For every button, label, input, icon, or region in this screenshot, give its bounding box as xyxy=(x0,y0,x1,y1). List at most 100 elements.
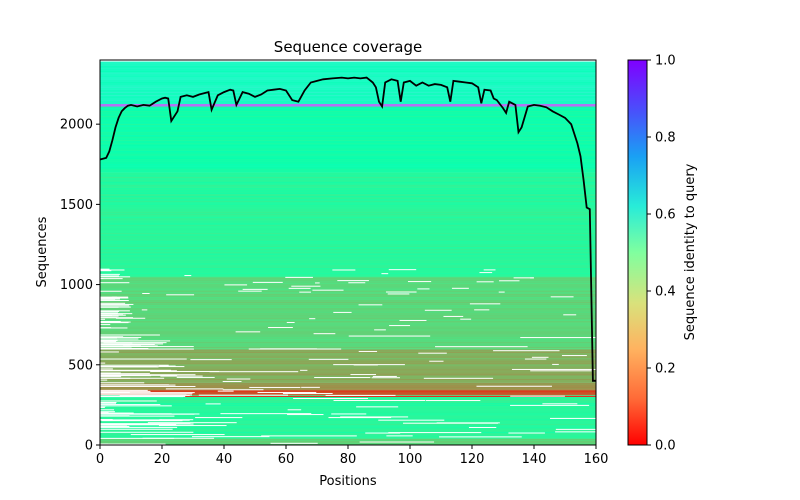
gap-segment xyxy=(348,335,431,337)
gap-segment xyxy=(100,364,169,366)
gap-segment xyxy=(235,331,261,333)
sequence-stripe xyxy=(100,278,596,279)
gap-segment xyxy=(561,355,587,357)
sequence-stripe xyxy=(100,364,596,366)
gap-segment xyxy=(261,435,357,437)
gap-segment xyxy=(100,426,178,428)
x-tick-label: 0 xyxy=(96,452,104,467)
sequence-stripe xyxy=(100,74,596,76)
gap-segment xyxy=(100,305,130,307)
sequence-stripe xyxy=(100,337,596,339)
gap-segment xyxy=(498,291,505,293)
sequence-stripe xyxy=(100,403,596,405)
gap-segment xyxy=(418,352,447,354)
sequence-stripe xyxy=(100,260,596,262)
sequence-stripe xyxy=(100,411,596,413)
gap-segment xyxy=(100,437,175,439)
sequence-stripe xyxy=(100,268,596,270)
gap-segment xyxy=(100,268,110,270)
gap-segment xyxy=(100,340,171,342)
sequence-stripe xyxy=(100,223,596,225)
sequence-stripe xyxy=(100,229,596,231)
sequence-stripe xyxy=(100,318,596,319)
gap-segment xyxy=(100,404,161,406)
gap-segment xyxy=(100,370,177,372)
sequence-stripe xyxy=(100,215,596,217)
gap-segment xyxy=(100,382,145,384)
sequence-stripe xyxy=(100,363,596,364)
gap-segment xyxy=(385,291,417,293)
sequence-stripe xyxy=(100,355,596,356)
gap-segment xyxy=(150,370,220,372)
sequence-stripe xyxy=(100,305,596,307)
gap-segment xyxy=(555,428,596,430)
gap-segment xyxy=(100,306,131,308)
gap-segment xyxy=(331,413,367,415)
gap-segment xyxy=(100,310,120,312)
sequence-stripe xyxy=(100,326,596,327)
gap-segment xyxy=(100,302,126,304)
sequence-stripe xyxy=(100,388,596,390)
gap-segment xyxy=(238,290,262,292)
sequence-stripe xyxy=(100,191,596,193)
identity-bands xyxy=(100,61,596,445)
sequence-stripe xyxy=(100,61,596,63)
gap-segment xyxy=(499,280,520,282)
gap-segment xyxy=(100,373,150,375)
gap-segment xyxy=(100,314,112,316)
sequence-stripe xyxy=(100,162,596,164)
gap-segment xyxy=(195,417,243,419)
sequence-stripe xyxy=(100,329,596,331)
colorbar-tick-label: 1.0 xyxy=(655,54,676,69)
sequence-stripe xyxy=(100,396,596,398)
gap-segment xyxy=(286,321,295,323)
colorbar-tick-label: 0.4 xyxy=(655,285,676,300)
sequence-stripe xyxy=(100,274,596,276)
gap-segment xyxy=(220,413,312,415)
gap-segment xyxy=(288,287,311,289)
gap-segment xyxy=(119,394,190,396)
sequence-stripe xyxy=(100,321,596,323)
sequence-stripe xyxy=(100,156,596,157)
gap-segment xyxy=(399,319,427,321)
sequence-stripe xyxy=(100,201,596,202)
colorbar-ticks: 0.0 0.2 0.4 0.6 0.8 1.0 xyxy=(647,54,676,454)
sequence-stripe xyxy=(100,194,596,196)
y-tick-label: 0 xyxy=(85,439,93,454)
alignment-gaps xyxy=(100,268,596,445)
gap-segment xyxy=(100,318,106,320)
gap-segment xyxy=(100,336,124,338)
gap-segment xyxy=(372,375,397,377)
gap-segment xyxy=(333,364,405,366)
sequence-stripe xyxy=(100,135,596,137)
sequence-stripe xyxy=(100,261,596,263)
sequence-stripe xyxy=(100,103,596,105)
gap-segment xyxy=(100,431,194,433)
gap-segment xyxy=(308,358,349,360)
gap-segment xyxy=(165,388,224,390)
gap-segment xyxy=(100,269,125,271)
sequence-stripe xyxy=(100,244,596,246)
sequence-stripe xyxy=(100,394,596,396)
sequence-stripe xyxy=(100,119,596,121)
gap-segment xyxy=(100,394,187,396)
gap-segment xyxy=(115,317,146,319)
sequence-stripe xyxy=(100,342,596,343)
sequence-stripe xyxy=(100,369,596,371)
sequence-stripe xyxy=(100,358,596,360)
y-tick-label: 2000 xyxy=(60,118,93,133)
gap-segment xyxy=(100,334,160,336)
identity-band xyxy=(100,104,596,107)
gap-segment xyxy=(100,372,121,374)
sequence-stripe xyxy=(100,345,596,347)
gap-segment xyxy=(100,346,132,348)
sequence-stripe xyxy=(100,143,596,145)
sequence-stripe xyxy=(100,372,596,374)
gap-segment xyxy=(100,428,173,430)
gap-segment xyxy=(142,437,215,439)
gap-segment xyxy=(100,296,118,298)
sequence-stripe xyxy=(100,164,596,165)
sequence-stripe xyxy=(100,122,596,124)
gap-segment xyxy=(100,362,106,364)
sequence-stripe xyxy=(100,125,596,127)
